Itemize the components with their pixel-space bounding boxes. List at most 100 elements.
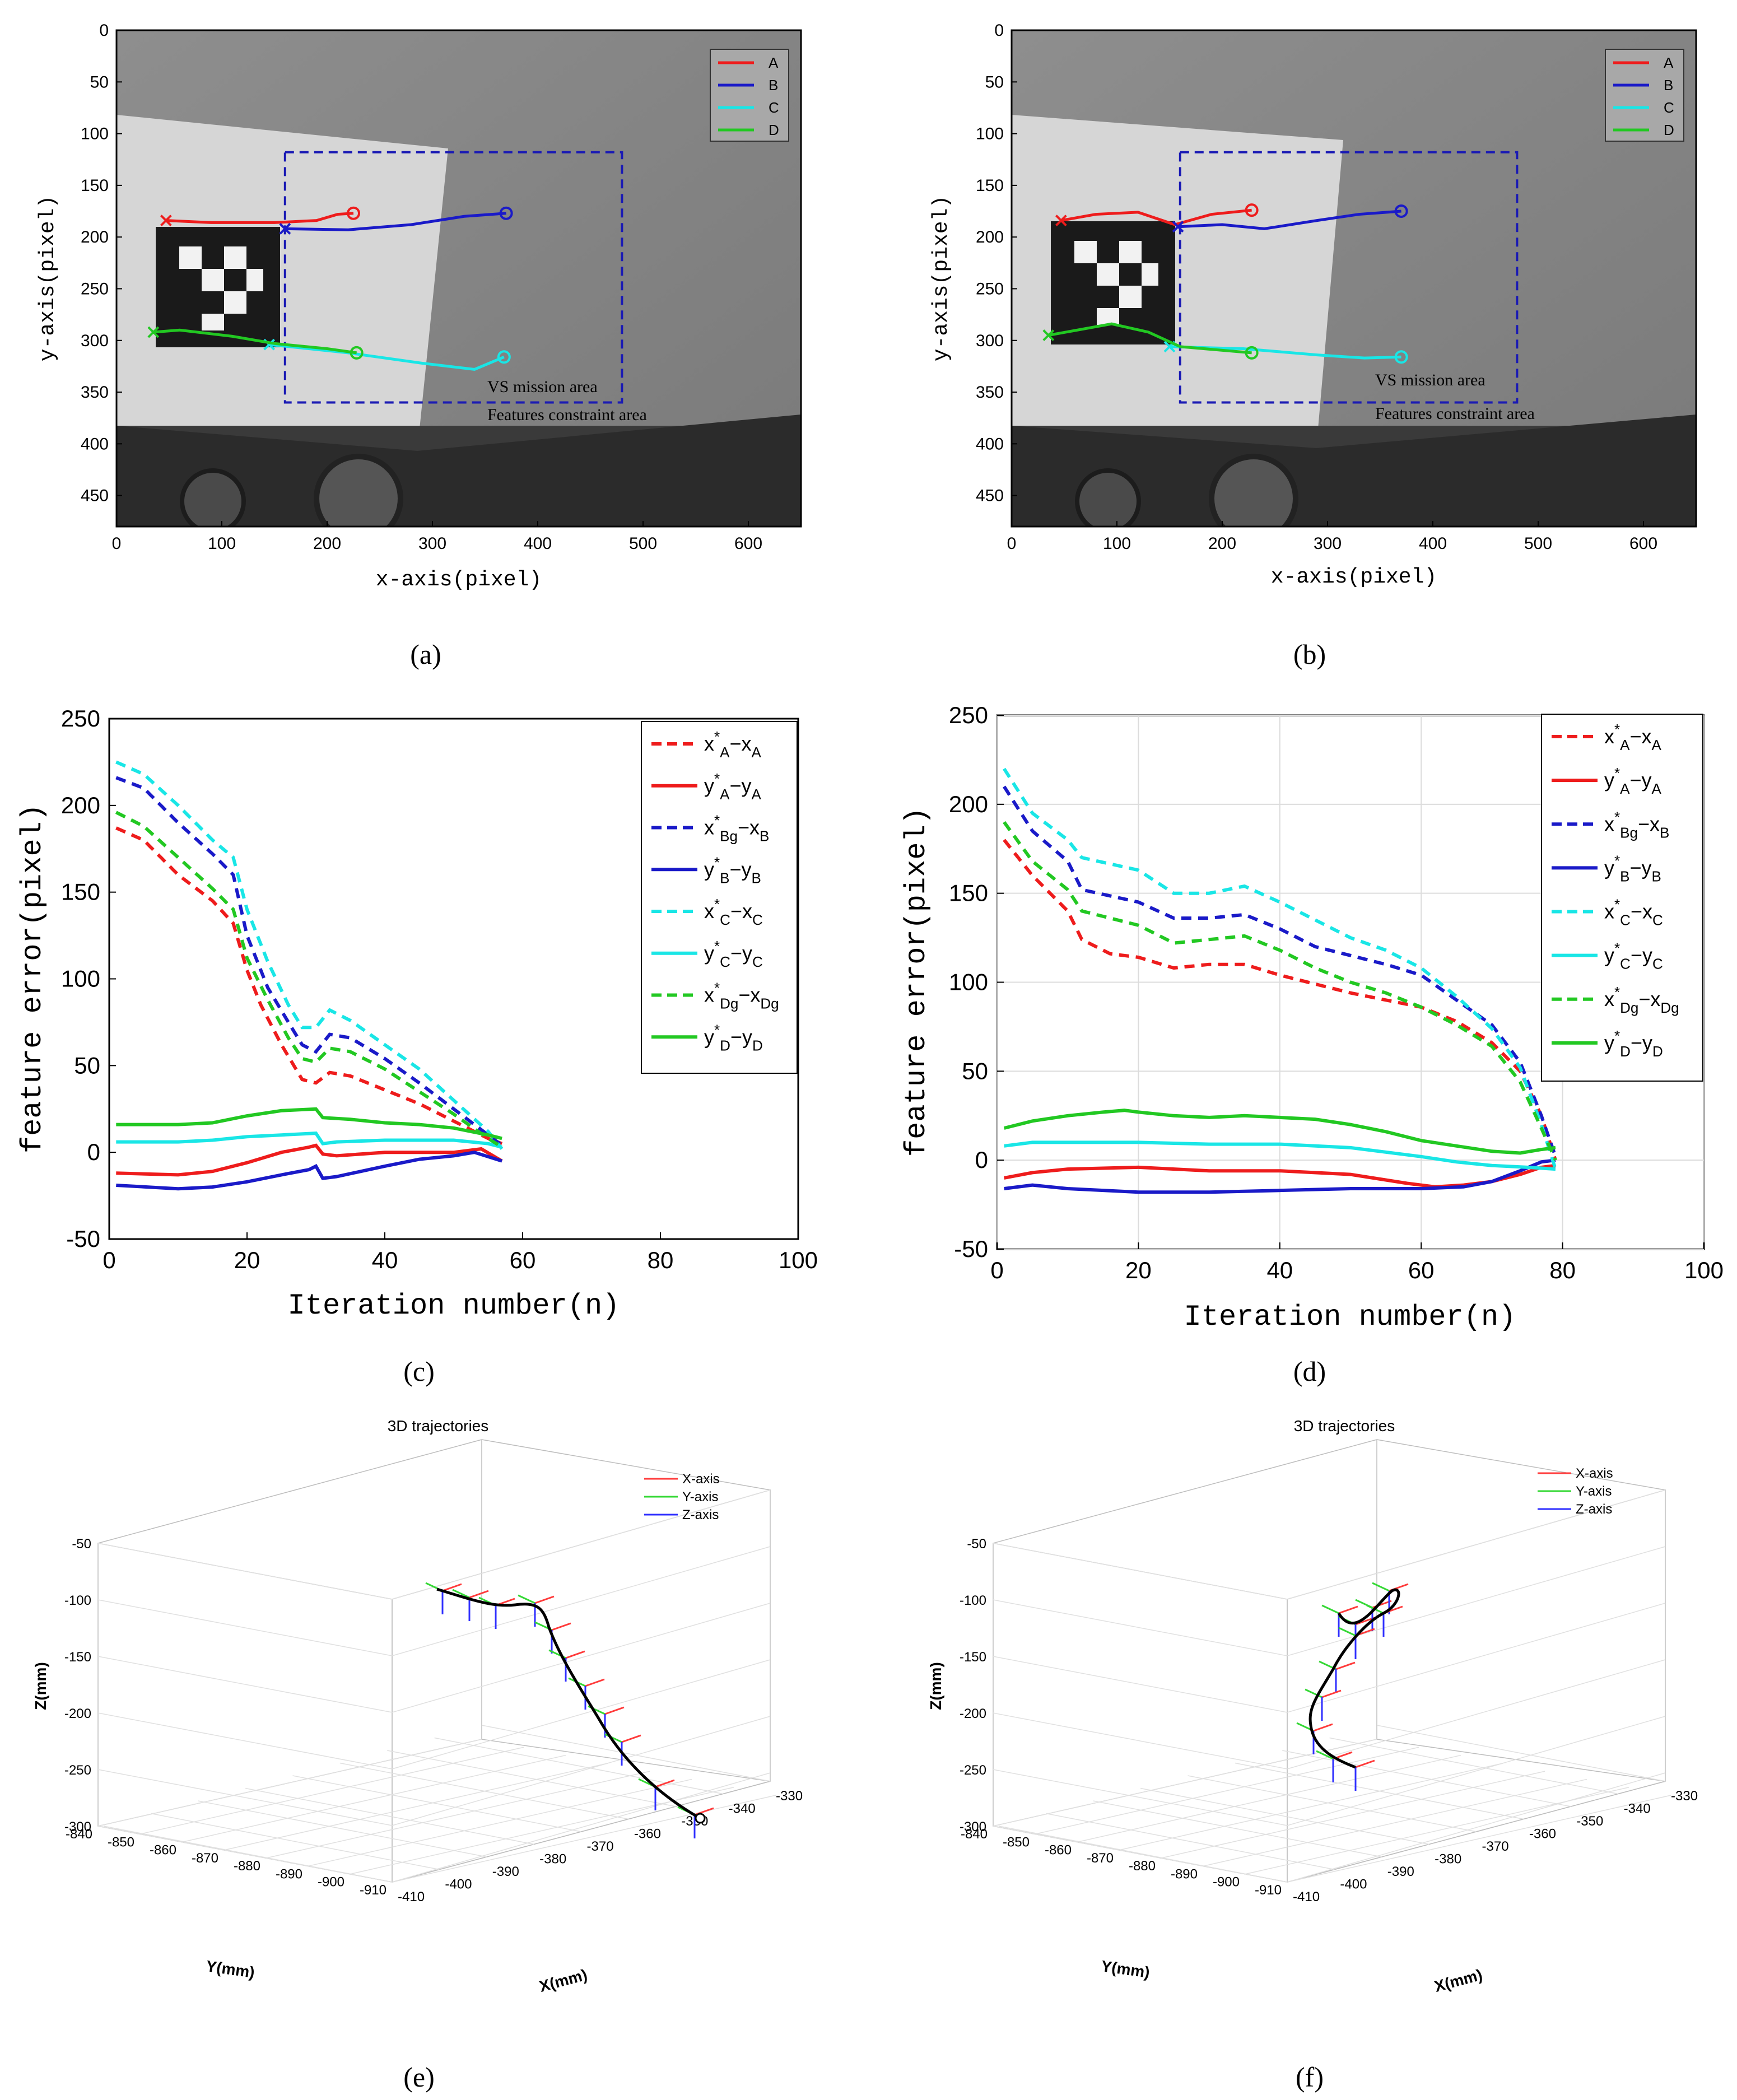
panel-a-legend-label-a: A [769,54,779,71]
panel-e-grid-x [339,1762,629,1820]
panel-b-constraint-label: Features constraint area [1375,404,1535,423]
panel-e-x-tick-label: -400 [445,1877,472,1892]
panel-c-legend-label-4: x*C−xC [704,896,763,928]
panel-f-grid-z [993,1769,1288,1826]
panel-f-z-tick-label: -100 [960,1593,986,1608]
panel-b-trajectory-c [1169,345,1401,360]
panel-d-series-6 [1003,821,1557,1161]
panel-e-legend-label-0: X-axis [682,1472,720,1487]
panel-b-trajectory-b [1177,209,1401,230]
panel-b-y-tick-label: 300 [976,332,1004,350]
panel-e-frame-x-axis [585,1678,605,1687]
panel-c-legend-label-7: y*D−yD [704,1021,763,1054]
panel-f-grid-y [1077,1754,1461,1843]
panel-f-grid-z [993,1543,1288,1600]
panel-c-series-6 [115,811,503,1149]
panel-e-x-tick-label: -380 [539,1852,566,1867]
panel-b-start-marker-a [1055,215,1067,227]
panel-e-grid-x [434,1737,723,1795]
panel-f-caption: (f) [1296,2061,1324,2093]
panel-a-constraint-label: Features constraint area [487,406,647,424]
panel-c-legend-box [641,721,798,1074]
panel-a-x-tick-label: 200 [313,534,341,553]
panel-c-y-tick-label: 100 [61,966,100,992]
panel-f-y-tick-label: -910 [1255,1883,1282,1898]
panel-c-series-0 [115,826,503,1146]
panel-b-legend-box [1605,49,1684,142]
panel-b: 0 100 200 300 400 500 600 0 50 100 150 200 250 300 350… [929,21,1697,670]
panel-e-frame-x-axis [534,1595,555,1604]
panel-e-legend-label-2: Z-axis [682,1507,719,1522]
panel-e-end-marker [695,1813,706,1824]
panel-d-y-label: feature error(pixel) [900,807,933,1157]
panel-e-caption: (e) [403,2061,435,2093]
panel-f-grid-x [1329,1737,1618,1795]
panel-a-trajectory-c [269,343,505,371]
panel-f-grid-x [1046,1813,1335,1870]
panel-f-x-tick-label: -350 [1576,1814,1603,1829]
panel-f-z-tick-label: -150 [960,1650,986,1665]
panel-f-legend: X-axis Y-axis Z-axis [1538,1466,1613,1517]
panel-b-y-tick-label: 450 [976,487,1004,505]
panel-d-x-tick-label: 80 [1549,1257,1576,1283]
panel-a-trajectory-b [285,212,506,231]
panel-a-end-marker-c [497,350,511,364]
panel-f-y-label: Y(mm) [1100,1957,1151,1981]
panel-f-grid-z [993,1712,1288,1770]
panel-b-x-tick-label: 0 [1007,534,1017,553]
panel-a-x-tick-label: 0 [112,534,122,553]
panel-f-frame-x-axis [1355,1759,1375,1768]
panel-a: 0 100 200 300 400 500 600 0 50 100 150 200 250 300 350… [36,21,802,670]
panel-e-z-tick-label: -250 [64,1763,91,1778]
panel-d-series-3 [1004,1158,1556,1194]
panel-e-x-tick-label: -390 [492,1864,519,1879]
panel-a-x-tick-label: 600 [734,534,762,553]
panel-b-x-tick-label: 500 [1524,534,1552,553]
panel-e-x-label: X(mm) [537,1966,589,1995]
panel-f-grid-z-right [1287,1659,1666,1770]
panel-e-legend-label-1: Y-axis [682,1489,718,1505]
panel-c-x-tick-label: 80 [648,1247,674,1273]
panel-b-end-marker-b [1394,204,1408,218]
panel-a-legend-box [710,49,789,142]
panel-c-legend-label-3: y*B−yB [704,854,761,886]
panel-e-y-tick-label: -850 [108,1834,134,1850]
panel-a-y-tick-label: 50 [90,73,109,91]
panel-e-frame-y-axis [452,1589,470,1599]
panel-e-grid-y [223,1763,608,1851]
panel-f-trajectory [1308,1588,1400,1769]
panel-e-x-tick-label: -330 [776,1789,803,1804]
panel-f-y-tick-label: -900 [1213,1875,1240,1890]
panel-d-y-tick-label: 50 [962,1058,988,1084]
panel-b-x-label: x-axis(pixel) [1271,565,1437,589]
panel-c-y-tick-label: 50 [74,1052,100,1078]
panel-f-z-tick-label: -200 [960,1706,986,1721]
panel-a-y-tick-label: 150 [81,176,109,195]
panel-b-trajectory-d [1048,322,1252,355]
panel-f-x-tick-label: -340 [1624,1801,1651,1817]
panel-e-y-tick-label: -860 [150,1843,176,1858]
panel-b-start-marker-b [1172,221,1184,233]
panel-e-grid-x [481,1725,771,1782]
panel-d-y-tick-label: 0 [975,1147,988,1173]
panel-c-series-1 [116,1143,503,1177]
panel-a-y-tick-label: 100 [81,125,109,143]
panel-b-mission-label: VS mission area [1375,371,1485,389]
panel-f-grid-y [1119,1763,1503,1851]
panel-f-z-tick-label: -50 [967,1536,986,1552]
panel-e-grid-x [245,1787,534,1845]
panel-b-end-marker-a [1245,203,1259,217]
panel-e-grid-x [103,1826,393,1883]
panel-f-frame-x-axis [1355,1617,1375,1626]
panel-e-z-label: Z(mm) [32,1662,49,1710]
panel-e-frame-x-axis [565,1650,585,1659]
panel-a-legend-label-d: D [769,122,779,138]
panel-d-x-label: Iteration number(n) [1184,1301,1516,1334]
panel-d-y-tick-label: 100 [949,969,988,995]
panel-f-grid-z-right [1287,1603,1666,1713]
panel-f-x-tick-label: -360 [1529,1827,1556,1842]
panel-c-series-2 [115,776,503,1147]
panel-e-grid-x [198,1800,487,1857]
